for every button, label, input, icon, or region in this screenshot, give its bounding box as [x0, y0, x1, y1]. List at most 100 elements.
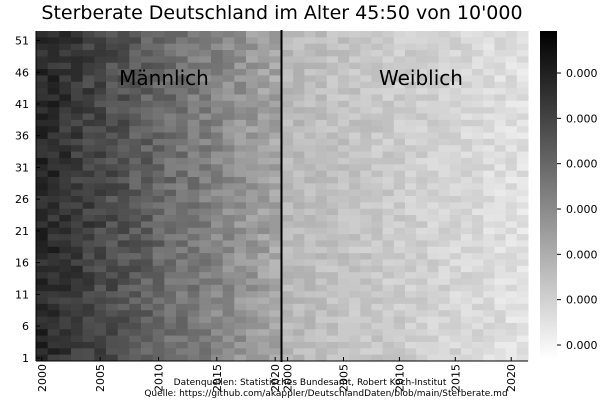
heatmap-cell — [337, 100, 350, 108]
heatmap-cell — [187, 107, 200, 114]
heatmap-cell — [129, 215, 142, 222]
heatmap-cell — [438, 157, 451, 165]
heatmap-cell — [71, 113, 84, 121]
heatmap-cell — [234, 43, 247, 51]
heatmap-cell — [164, 234, 177, 241]
heatmap-cell — [106, 189, 119, 197]
heatmap-cell — [129, 227, 142, 235]
heatmap-cell — [234, 272, 247, 279]
heatmap-cell — [282, 265, 294, 273]
heatmap-cell — [176, 253, 189, 260]
heatmap-cell — [152, 151, 165, 159]
heatmap-cell — [152, 75, 165, 83]
heatmap-cell — [472, 62, 484, 70]
heatmap-cell — [187, 234, 200, 241]
heatmap-cell — [393, 50, 406, 57]
heatmap-cell — [393, 69, 406, 76]
heatmap-cell — [187, 202, 200, 210]
heatmap-cell — [187, 62, 200, 70]
heatmap-cell — [516, 259, 529, 267]
heatmap-cell — [360, 208, 372, 216]
heatmap-cell — [141, 303, 154, 311]
heatmap-cell — [360, 221, 372, 229]
heatmap-cell — [269, 246, 282, 254]
heatmap-cell — [176, 50, 189, 57]
heatmap-cell — [516, 208, 529, 216]
heatmap-cell — [82, 170, 95, 178]
heatmap-cell — [449, 240, 462, 248]
heatmap-cell — [349, 259, 361, 267]
heatmap-cell — [326, 297, 339, 305]
heatmap-cell — [349, 100, 361, 108]
heatmap-cell — [187, 170, 200, 178]
heatmap-cell — [393, 215, 406, 222]
heatmap-cell — [141, 221, 154, 229]
heatmap-cell — [282, 170, 294, 178]
heatmap-cell — [416, 221, 428, 229]
heatmap-cell — [94, 88, 107, 95]
heatmap-cell — [164, 246, 177, 254]
heatmap-cell — [199, 259, 212, 267]
heatmap-cell — [427, 354, 440, 362]
heatmap-cell — [483, 310, 495, 318]
heatmap-cell — [427, 176, 440, 184]
heatmap-cell — [199, 297, 212, 305]
heatmap-cell — [382, 265, 395, 273]
heatmap-cell — [360, 183, 372, 191]
heatmap-cell — [382, 94, 395, 102]
heatmap-cell — [269, 221, 282, 229]
heatmap-cell — [315, 335, 328, 343]
heatmap-cell — [222, 335, 235, 343]
heatmap-cell — [349, 75, 361, 83]
heatmap-cell — [222, 100, 235, 108]
heatmap-cell — [36, 119, 49, 127]
heatmap-cell — [516, 151, 529, 159]
heatmap-cell — [483, 272, 495, 279]
heatmap-cell — [199, 221, 212, 229]
heatmap-cell — [371, 196, 384, 203]
heatmap-cell — [246, 189, 259, 197]
heatmap-cell — [82, 272, 95, 279]
heatmap-cell — [36, 310, 49, 318]
heatmap-cell — [257, 75, 270, 83]
heatmap-cell — [360, 31, 372, 38]
heatmap-cell — [94, 208, 107, 216]
heatmap-cell — [460, 341, 473, 349]
heatmap-cell — [117, 151, 130, 159]
heatmap-cell — [349, 132, 361, 140]
heatmap-cell — [187, 303, 200, 311]
heatmap-cell — [449, 126, 462, 134]
heatmap-cell — [337, 50, 350, 57]
heatmap-cell — [494, 56, 507, 64]
heatmap-cell — [222, 75, 235, 83]
heatmap-cell — [472, 196, 484, 203]
heatmap-cell — [199, 253, 212, 260]
heatmap-cell — [382, 145, 395, 153]
heatmap-cell — [371, 329, 384, 337]
heatmap-cell — [349, 240, 361, 248]
heatmap-cell — [141, 246, 154, 254]
heatmap-cell — [47, 284, 60, 292]
heatmap-cell — [505, 94, 518, 102]
heatmap-cell — [211, 62, 224, 70]
heatmap-cell — [382, 81, 395, 89]
heatmap-cell — [59, 278, 72, 286]
heatmap-cell — [483, 208, 495, 216]
heatmap-cell — [449, 88, 462, 95]
heatmap-cell — [505, 335, 518, 343]
heatmap-cell — [141, 297, 154, 305]
heatmap-cell — [59, 88, 72, 95]
panel-label-maennlich: Männlich — [119, 66, 209, 90]
heatmap-cell — [106, 297, 119, 305]
heatmap-cell — [141, 88, 154, 95]
heatmap-cell — [326, 126, 339, 134]
heatmap-cell — [304, 335, 317, 343]
heatmap-cell — [393, 265, 406, 273]
heatmap-cell — [349, 246, 361, 254]
heatmap-cell — [505, 113, 518, 121]
heatmap-cell — [82, 107, 95, 114]
heatmap-cell — [199, 202, 212, 210]
heatmap-cell — [222, 157, 235, 165]
heatmap-cell — [106, 234, 119, 241]
heatmap-cell — [246, 297, 259, 305]
